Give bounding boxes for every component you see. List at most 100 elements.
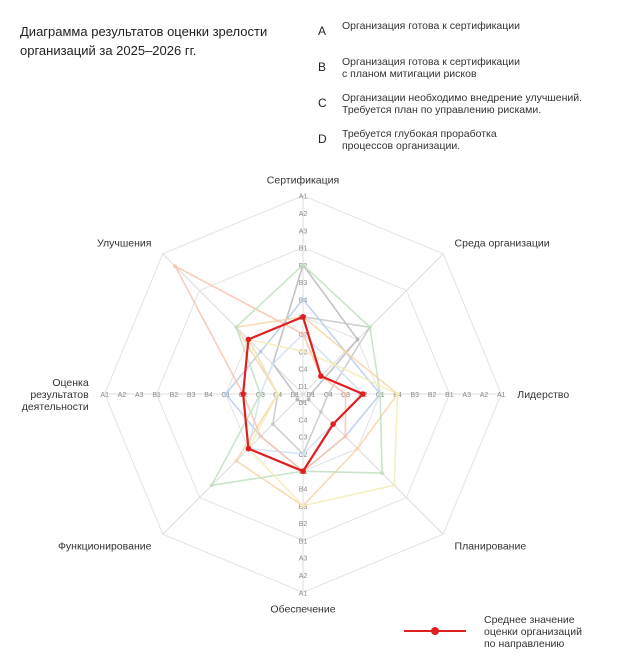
organization-series-point bbox=[395, 392, 400, 396]
tick-label: A2 bbox=[299, 211, 308, 218]
organization-series-point bbox=[295, 397, 300, 402]
organization-series-point bbox=[209, 483, 214, 488]
grade-letter: D bbox=[318, 132, 327, 146]
organization-series-point bbox=[301, 349, 305, 354]
grade-legend-item-c: C Организации необходимо внедрение улучш… bbox=[318, 92, 618, 120]
organization-series-point bbox=[234, 325, 238, 329]
organization-series-point bbox=[301, 332, 305, 336]
organization-series-point bbox=[271, 362, 275, 366]
organization-series-point bbox=[301, 297, 305, 302]
tick-label: B3 bbox=[299, 280, 308, 287]
organization-series-line bbox=[173, 264, 347, 473]
tick-label: A2 bbox=[480, 392, 489, 399]
tick-label: B2 bbox=[299, 521, 308, 528]
organization-series-point bbox=[378, 392, 383, 396]
mean-series-point bbox=[245, 336, 252, 343]
tick-label: B1 bbox=[445, 392, 454, 399]
organization-series-point bbox=[275, 392, 280, 396]
grade-description: Организация готова к сертификации bbox=[342, 20, 520, 32]
organization-series-point bbox=[173, 264, 177, 268]
grade-letter: A bbox=[318, 24, 327, 38]
grade-legend: A Организация готова к сертификации B Ор… bbox=[318, 20, 618, 164]
tick-label: B1 bbox=[299, 246, 308, 253]
organization-series-point bbox=[355, 337, 360, 342]
tick-label: C3 bbox=[299, 435, 308, 442]
organization-series-point bbox=[380, 471, 384, 475]
organization-series-point bbox=[343, 392, 348, 396]
organization-series-point bbox=[234, 459, 238, 463]
organization-series-point bbox=[258, 434, 263, 439]
mean-series-point bbox=[300, 468, 306, 475]
axis-label: Сертификация bbox=[267, 175, 339, 187]
organization-series-point bbox=[293, 392, 297, 396]
tick-label: B1 bbox=[299, 538, 308, 545]
grade-legend-item-a: A Организация готова к сертификации bbox=[318, 20, 618, 48]
tick-label: B4 bbox=[299, 487, 308, 494]
axis-label: Обеспечение bbox=[270, 603, 335, 615]
tick-label: A1 bbox=[299, 590, 308, 597]
axis-label: Планирование bbox=[455, 541, 527, 553]
mean-series-point bbox=[318, 373, 324, 379]
organization-series-point bbox=[368, 325, 372, 329]
organization-series-point bbox=[343, 434, 348, 439]
tick-label: A1 bbox=[100, 392, 109, 399]
organization-series-point bbox=[309, 392, 313, 396]
tick-label: A2 bbox=[299, 573, 308, 580]
tick-label: A3 bbox=[462, 392, 471, 399]
tick-label: A3 bbox=[299, 556, 308, 563]
organization-series-point bbox=[301, 504, 305, 508]
mean-series-point bbox=[330, 421, 336, 427]
tick-label: B3 bbox=[187, 392, 196, 399]
axis-label: Улучшения bbox=[97, 237, 151, 249]
grade-letter: C bbox=[318, 96, 327, 110]
axis-line bbox=[162, 253, 304, 395]
grade-legend-item-b: B Организация готова к сертификации с пл… bbox=[318, 56, 618, 84]
mean-series-legend-marker bbox=[431, 627, 439, 635]
mean-series-point bbox=[360, 391, 366, 397]
tick-label: A2 bbox=[118, 392, 127, 399]
organization-series-point bbox=[258, 392, 263, 396]
organization-series-point bbox=[271, 422, 275, 426]
tick-label: A3 bbox=[135, 392, 144, 399]
organization-series-point bbox=[301, 263, 305, 267]
tick-label: A1 bbox=[299, 194, 308, 201]
axis-label: Лидерство bbox=[517, 389, 569, 401]
grade-legend-item-d: D Требуется глубокая проработка процессо… bbox=[318, 128, 618, 156]
tick-label: D1 bbox=[299, 384, 308, 391]
mean-series-legend-label: Среднее значение оценки организаций по н… bbox=[484, 614, 582, 650]
tick-label: C4 bbox=[299, 367, 308, 374]
organization-series-point bbox=[306, 397, 311, 402]
organization-series-point bbox=[331, 362, 335, 366]
organization-series-point bbox=[355, 446, 360, 451]
tick-label: B2 bbox=[428, 392, 437, 399]
mean-series-point bbox=[240, 391, 246, 397]
organization-series-point bbox=[258, 349, 263, 354]
organization-series-point bbox=[326, 392, 331, 396]
grade-description: Организации необходимо внедрение улучшен… bbox=[342, 92, 583, 116]
grade-letter: B bbox=[318, 60, 327, 74]
mean-series-point bbox=[245, 445, 252, 452]
mean-series-point bbox=[300, 314, 306, 320]
organization-series-point bbox=[301, 452, 305, 456]
tick-label: B3 bbox=[411, 392, 420, 399]
organization-series-point bbox=[392, 483, 397, 488]
organization-series-point bbox=[301, 400, 305, 404]
grade-description: Требуется глубокая проработка процессов … bbox=[342, 128, 497, 152]
axis-line bbox=[302, 253, 444, 395]
radar-chart: D1C4C3C2C1B4B3B2B1A3A2A1D1C4C3C2C1B4B3B2… bbox=[22, 175, 570, 616]
tick-label: B4 bbox=[204, 392, 213, 399]
axis-line bbox=[302, 393, 444, 535]
organization-series-point bbox=[224, 392, 228, 396]
tick-label: B2 bbox=[170, 392, 179, 399]
tick-label: B1 bbox=[152, 392, 161, 399]
axis-line bbox=[162, 393, 304, 535]
grade-description: Организация готова к сертификации с план… bbox=[342, 56, 520, 80]
page-title: Диаграмма результатов оценки зрелости ор… bbox=[20, 24, 268, 58]
axis-label: Оценка результатов деятельности bbox=[22, 377, 89, 413]
tick-label: A1 bbox=[497, 392, 506, 399]
organization-series-point bbox=[343, 349, 348, 354]
tick-label: C4 bbox=[299, 417, 308, 424]
axis-label: Среда организации bbox=[455, 237, 550, 249]
axis-label: Функционирование bbox=[58, 541, 152, 553]
organization-series-point bbox=[319, 410, 323, 414]
